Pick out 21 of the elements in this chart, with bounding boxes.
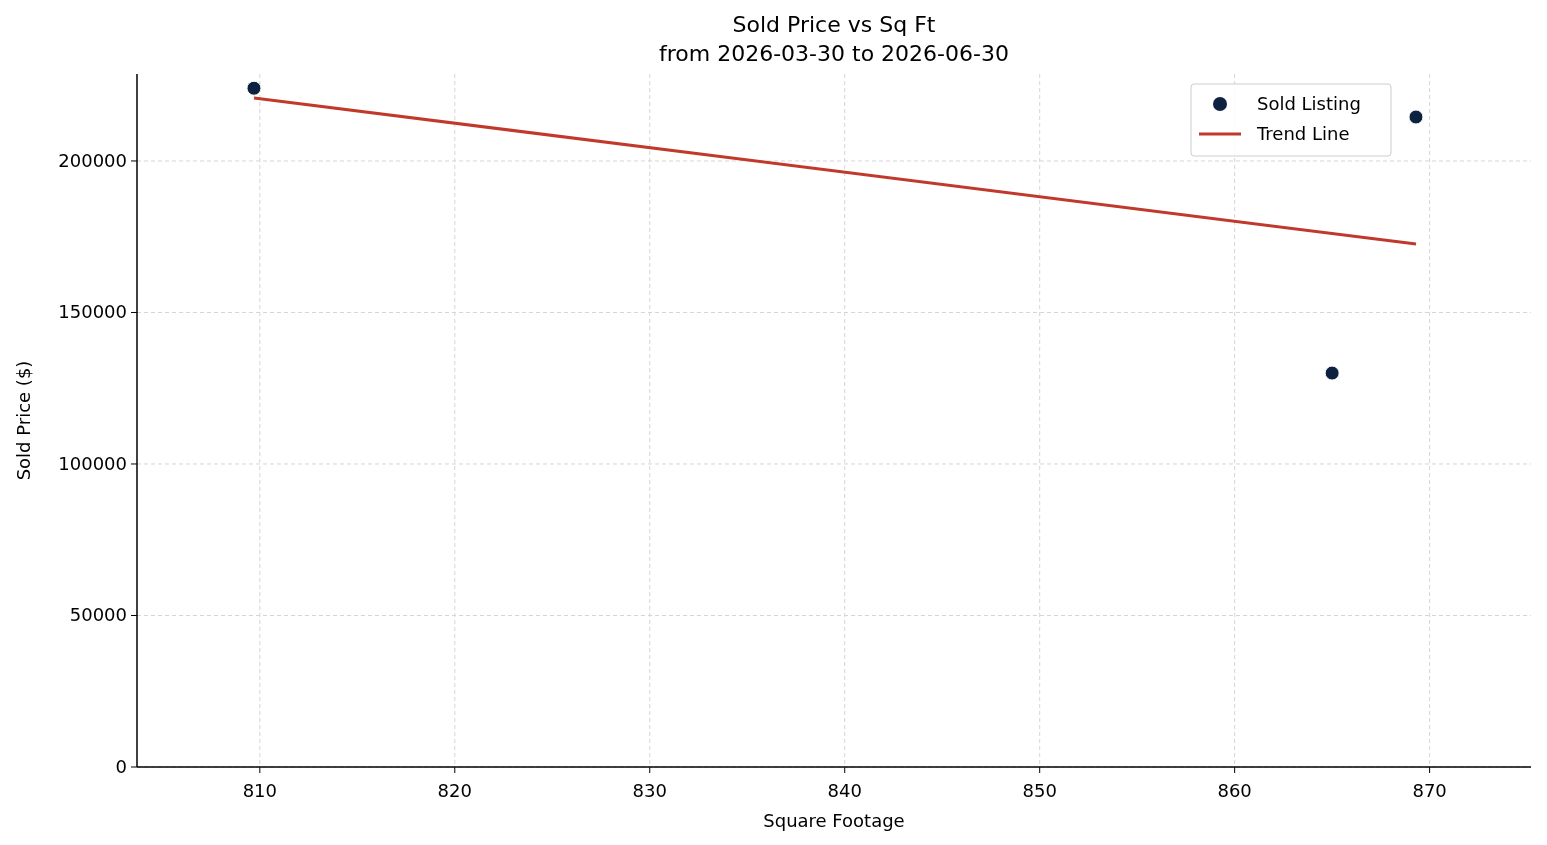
x-tick-label: 840: [827, 780, 862, 801]
legend-label: Sold Listing: [1257, 93, 1361, 114]
x-tick-label: 810: [242, 780, 278, 801]
chart-subtitle: from 2026-03-30 to 2026-06-30: [659, 41, 1009, 66]
y-tick-label: 50000: [69, 604, 127, 626]
x-tick-label: 820: [437, 780, 472, 801]
x-tick-label: 850: [1022, 780, 1057, 801]
x-axis-title: Square Footage: [763, 810, 905, 831]
point: [1324, 365, 1340, 381]
y-axis-title: Sold Price ($): [13, 360, 34, 481]
chart-title: Sold Price vs Sq Ft: [732, 12, 936, 37]
x-tick-label: 860: [1217, 780, 1252, 801]
legend-label: Trend Line: [1256, 123, 1350, 144]
point: [1408, 109, 1424, 125]
y-tick-label: 150000: [58, 301, 127, 323]
y-tick-label: 200000: [58, 149, 127, 171]
x-tick-label: 870: [1412, 780, 1447, 801]
y-tick-label: 100000: [58, 452, 127, 474]
point: [246, 80, 262, 96]
x-tick-label: 830: [632, 780, 667, 801]
y-tick-label: 0: [115, 756, 127, 777]
